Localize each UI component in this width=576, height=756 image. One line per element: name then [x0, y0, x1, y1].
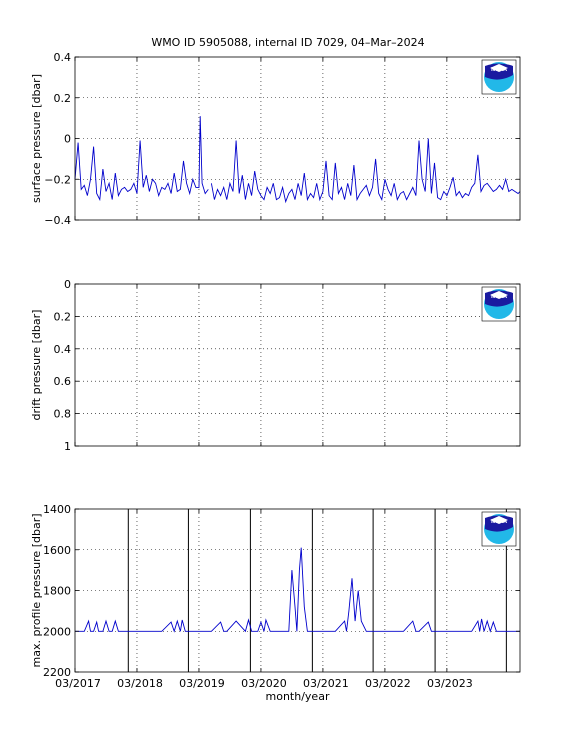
y-tick-label: 0.2 — [54, 92, 72, 105]
logo-text: NOAA — [491, 67, 507, 73]
axes-box — [74, 56, 521, 221]
y-tick-label: 1600 — [43, 544, 71, 557]
panel-2: 0 0.2 0.4 0.6 0.8 1 drift pressure [dbar] NOAA — [30, 278, 521, 453]
y-tick-label: 0.2 — [54, 310, 72, 323]
y-tick-label: 0 — [64, 278, 71, 291]
y-tick-label: 2000 — [43, 625, 71, 638]
data-series-line — [74, 116, 209, 202]
axes-box — [74, 283, 521, 447]
x-tick-label: 03/2022 — [365, 677, 411, 690]
x-tick-label: 03/2021 — [303, 677, 349, 690]
data-series-line — [210, 138, 521, 204]
logo-diamond — [490, 516, 508, 524]
logo-text: NOAA — [491, 519, 507, 525]
y-tick-label: 0.4 — [54, 343, 72, 356]
x-tick-label: 03/2023 — [427, 677, 473, 690]
panel-1: −0.4 −0.2 0 0.2 0.4 surface pressure [dbar] NO… — [30, 51, 521, 227]
data-series-line — [75, 547, 520, 633]
x-tick-label: 03/2017 — [55, 677, 101, 690]
noaa-logo: NOAA — [481, 286, 517, 322]
y-tick-label: 0.8 — [54, 408, 72, 421]
y-tick-label: −0.2 — [44, 173, 71, 186]
x-axis-label: month/year — [266, 690, 330, 703]
y-tick-label: 1 — [64, 440, 71, 453]
y-tick-label: −0.4 — [44, 214, 71, 227]
y-axis-label: drift pressure [dbar] — [30, 310, 43, 421]
x-tick-label: 03/2018 — [117, 677, 163, 690]
noaa-logo: NOAA — [481, 59, 517, 95]
x-tick-label: 03/2020 — [241, 677, 287, 690]
logo-diamond — [490, 291, 508, 299]
y-tick-label: 0 — [64, 133, 71, 146]
y-axis-label: max. profile pressure [dbar] — [30, 513, 43, 667]
y-tick-label: 1400 — [43, 503, 71, 516]
noaa-logo: NOAA — [481, 511, 517, 547]
figure-title: WMO ID 5905088, internal ID 7029, 04–Mar… — [151, 36, 425, 49]
axes-box — [74, 508, 521, 673]
y-tick-label: 0.6 — [54, 375, 72, 388]
logo-text: NOAA — [491, 294, 507, 300]
x-tick-label: 03/2019 — [179, 677, 225, 690]
logo-diamond — [490, 64, 508, 72]
y-tick-label: 1800 — [43, 585, 71, 598]
y-axis-label: surface pressure [dbar] — [30, 74, 43, 203]
y-tick-label: 0.4 — [54, 51, 72, 64]
y-tick-label: 2200 — [43, 666, 71, 679]
